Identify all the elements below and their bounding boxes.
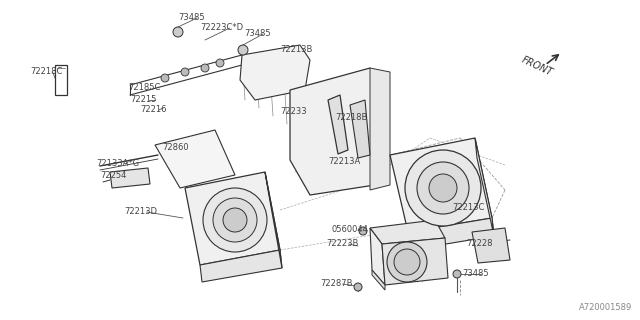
Text: 72228: 72228: [466, 239, 493, 249]
Circle shape: [213, 198, 257, 242]
Polygon shape: [475, 138, 494, 236]
Text: 72254: 72254: [100, 172, 126, 180]
Polygon shape: [240, 45, 310, 100]
Polygon shape: [155, 130, 235, 188]
Text: 72860: 72860: [162, 143, 189, 153]
Text: 72233: 72233: [280, 108, 307, 116]
Text: 72216: 72216: [140, 106, 166, 115]
Polygon shape: [472, 228, 510, 263]
Text: 72287B: 72287B: [320, 279, 353, 289]
Text: 73485: 73485: [244, 29, 271, 38]
Circle shape: [354, 283, 362, 291]
Polygon shape: [370, 228, 385, 285]
Text: 72213B: 72213B: [280, 45, 312, 54]
Polygon shape: [382, 238, 448, 285]
Polygon shape: [370, 68, 390, 190]
Polygon shape: [265, 172, 282, 268]
Text: 72185C: 72185C: [128, 84, 161, 92]
Circle shape: [173, 27, 183, 37]
Circle shape: [216, 59, 224, 67]
Circle shape: [181, 68, 189, 76]
Polygon shape: [372, 270, 385, 290]
Text: 72218B: 72218B: [335, 114, 367, 123]
Polygon shape: [328, 95, 348, 154]
Text: 72213C: 72213C: [452, 204, 484, 212]
Text: 72223C*D: 72223C*D: [200, 23, 243, 33]
Text: 72133A*G: 72133A*G: [96, 159, 139, 169]
Polygon shape: [200, 250, 282, 282]
Circle shape: [405, 150, 481, 226]
Polygon shape: [370, 220, 445, 244]
Circle shape: [223, 208, 247, 232]
Text: 72223B: 72223B: [326, 239, 358, 249]
Circle shape: [161, 74, 169, 82]
Polygon shape: [290, 68, 385, 195]
Circle shape: [417, 162, 469, 214]
Circle shape: [359, 227, 367, 235]
Text: 72213D: 72213D: [124, 207, 157, 217]
Polygon shape: [408, 218, 494, 250]
Circle shape: [394, 249, 420, 275]
Circle shape: [387, 242, 427, 282]
Text: FRONT: FRONT: [520, 55, 554, 78]
Text: 72213A: 72213A: [328, 157, 360, 166]
Text: 0560044: 0560044: [332, 226, 369, 235]
Circle shape: [238, 45, 248, 55]
Text: 72215: 72215: [130, 95, 156, 105]
Text: A720001589: A720001589: [579, 303, 632, 312]
Text: 73485: 73485: [178, 13, 205, 22]
Polygon shape: [185, 172, 280, 265]
Circle shape: [453, 270, 461, 278]
Circle shape: [429, 174, 457, 202]
Polygon shape: [110, 168, 150, 188]
Text: 73485: 73485: [462, 269, 488, 278]
Circle shape: [203, 188, 267, 252]
Polygon shape: [390, 138, 492, 232]
Text: 72218C: 72218C: [30, 68, 62, 76]
Polygon shape: [350, 100, 370, 158]
Circle shape: [201, 64, 209, 72]
